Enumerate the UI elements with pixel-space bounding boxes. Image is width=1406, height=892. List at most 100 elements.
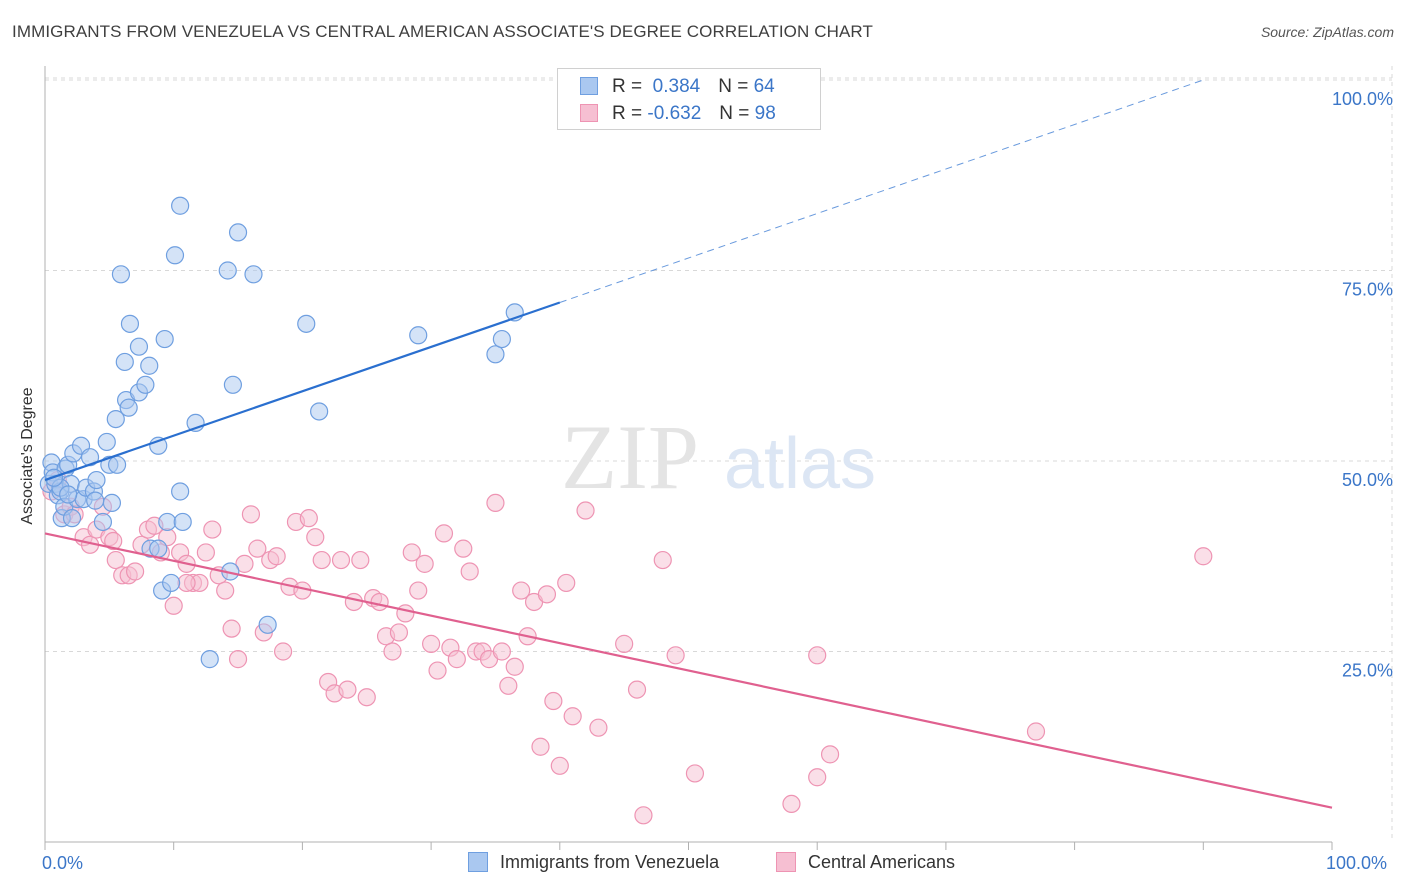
data-point bbox=[120, 314, 140, 333]
data-point bbox=[344, 592, 363, 612]
data-point bbox=[505, 657, 524, 676]
watermark-atlas: atlas bbox=[724, 424, 876, 504]
data-point bbox=[576, 501, 595, 520]
data-point bbox=[177, 573, 196, 593]
x-tick-label-max: 100.0% bbox=[1326, 853, 1388, 873]
data-point bbox=[531, 737, 550, 756]
y-tick-labels: 25.0% 50.0% 75.0% 100.0% bbox=[1332, 89, 1393, 681]
legend-swatch-blue bbox=[580, 77, 598, 95]
legend-item-central-americans: Central Americans bbox=[776, 852, 955, 873]
data-point bbox=[297, 314, 316, 333]
data-point bbox=[59, 485, 78, 504]
data-point bbox=[486, 345, 505, 364]
data-point bbox=[1026, 722, 1046, 741]
legend-r-label: R = bbox=[612, 103, 643, 124]
legend-r-value: -0.632 bbox=[647, 103, 702, 124]
y-tick-label: 50.0% bbox=[1342, 470, 1393, 490]
legend-n-label: N = bbox=[718, 76, 749, 97]
stats-legend: R = 0.384 N = 64 R = -0.632 N = 98 bbox=[557, 68, 821, 130]
data-point bbox=[492, 642, 511, 661]
data-point bbox=[460, 562, 479, 581]
data-point bbox=[129, 337, 149, 356]
grid-lines bbox=[45, 66, 1393, 842]
data-point bbox=[136, 375, 155, 394]
data-point bbox=[389, 623, 409, 642]
legend-row-central-americans: R = -0.632 N = 98 bbox=[580, 103, 776, 125]
data-point bbox=[782, 794, 801, 814]
data-point bbox=[165, 246, 185, 265]
legend-label-central-americans: Central Americans bbox=[808, 852, 956, 872]
data-point bbox=[228, 223, 248, 242]
data-point bbox=[203, 520, 222, 539]
data-point bbox=[119, 398, 138, 417]
data-point bbox=[428, 661, 447, 680]
data-point bbox=[248, 539, 267, 558]
data-point bbox=[158, 512, 177, 532]
legend-swatch-pink bbox=[580, 104, 598, 122]
data-point bbox=[106, 550, 125, 570]
y-tick-label: 75.0% bbox=[1342, 280, 1393, 300]
data-point bbox=[228, 650, 248, 669]
data-point bbox=[634, 806, 653, 825]
data-point bbox=[155, 329, 174, 349]
data-point bbox=[86, 491, 105, 510]
series-central-americans bbox=[42, 470, 1213, 825]
data-point bbox=[218, 261, 237, 280]
data-point bbox=[492, 329, 511, 349]
watermark: ZIP atlas bbox=[561, 406, 876, 508]
data-point bbox=[216, 581, 235, 600]
axes bbox=[44, 66, 1333, 850]
data-point bbox=[162, 573, 181, 593]
legend-r-label: R = bbox=[612, 76, 643, 97]
data-point bbox=[241, 505, 261, 524]
legend-n-label: N = bbox=[719, 103, 750, 124]
data-point bbox=[267, 547, 286, 566]
legend-row-venezuela: R = 0.384 N = 64 bbox=[580, 76, 775, 98]
trend-line-venezuela bbox=[44, 301, 561, 482]
watermark-zip: ZIP bbox=[561, 406, 699, 508]
data-point bbox=[273, 642, 293, 661]
data-point bbox=[563, 707, 582, 726]
data-point bbox=[396, 604, 415, 623]
data-point bbox=[370, 592, 389, 612]
data-point bbox=[222, 619, 241, 638]
data-point bbox=[550, 756, 569, 775]
data-point bbox=[196, 543, 215, 562]
data-point bbox=[331, 550, 351, 570]
data-point bbox=[80, 448, 100, 467]
data-point bbox=[512, 581, 531, 600]
data-point bbox=[102, 493, 122, 513]
data-point bbox=[1194, 547, 1213, 566]
series-venezuela bbox=[39, 196, 524, 669]
data-point bbox=[537, 585, 557, 604]
trend-line-central-americans bbox=[44, 532, 1333, 809]
x-tick-label-min: 0.0% bbox=[42, 853, 84, 873]
data-point bbox=[454, 539, 473, 558]
data-point bbox=[173, 512, 192, 532]
data-point bbox=[820, 745, 840, 764]
data-point bbox=[409, 581, 428, 600]
data-point bbox=[653, 550, 672, 570]
data-point bbox=[544, 691, 563, 711]
data-point bbox=[87, 470, 106, 490]
data-point bbox=[107, 455, 127, 474]
data-point bbox=[415, 554, 434, 573]
data-point bbox=[106, 409, 125, 429]
data-point bbox=[171, 482, 190, 501]
data-point bbox=[357, 688, 376, 707]
data-point bbox=[808, 768, 827, 787]
data-point bbox=[200, 650, 219, 669]
data-point bbox=[338, 680, 357, 699]
data-point bbox=[666, 646, 685, 665]
data-point bbox=[115, 352, 134, 372]
data-point bbox=[235, 554, 254, 573]
data-point bbox=[258, 615, 277, 634]
data-point bbox=[383, 642, 402, 661]
data-point bbox=[125, 562, 145, 581]
data-point bbox=[299, 509, 318, 528]
chart-title: IMMIGRANTS FROM VENEZUELA VS CENTRAL AME… bbox=[12, 22, 873, 41]
data-point bbox=[447, 650, 466, 669]
y-axis-label: Associate's Degree bbox=[19, 387, 36, 525]
data-point bbox=[164, 596, 183, 615]
